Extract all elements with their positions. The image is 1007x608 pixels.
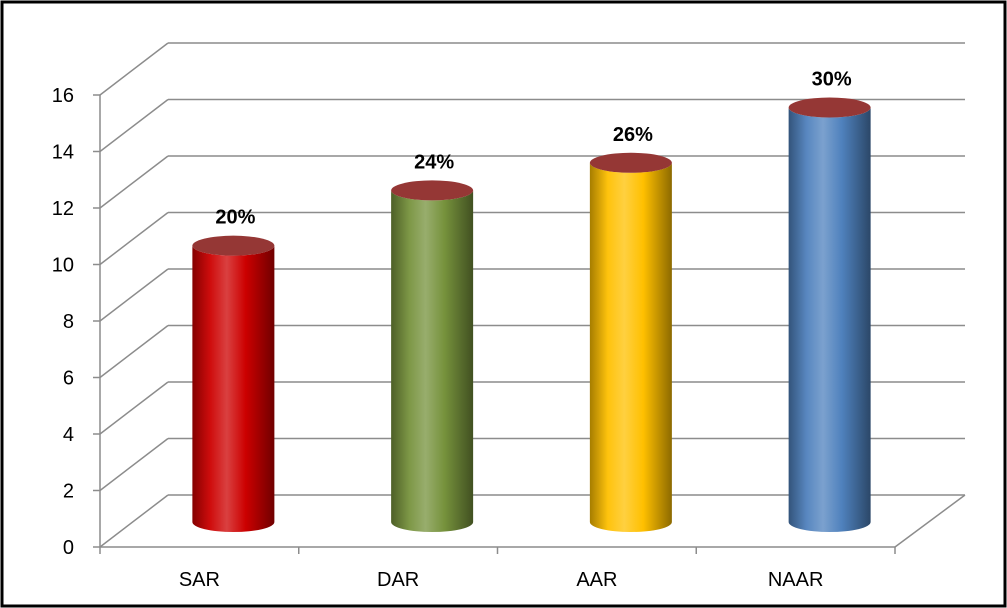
gridline-diagonal [99,324,169,379]
data-label: 30% [812,69,852,91]
bars [192,97,871,532]
x-tick-label: AAR [576,569,617,591]
gridline-diagonal [99,494,169,548]
data-label: 20% [215,207,255,229]
y-tick-label: 2 [63,481,74,503]
gridline-diagonal [99,98,169,153]
bar-aar [589,162,672,532]
y-tick-label: 6 [63,368,74,390]
y-tick-label: 14 [52,142,74,164]
labels: 0 2 4 6 8 10 12 14 16 20% SAR 24% DAR 26% AAR 30% NAAR [52,69,852,591]
x-tick-label: DAR [377,569,419,591]
x-tick-label: SAR [179,569,220,591]
bar-naar [788,107,871,532]
axes [93,94,966,554]
floor-right-edge [894,494,966,548]
gridline-diagonal [99,381,169,435]
y-tick-label: 12 [52,198,74,220]
gridline-diagonal [99,211,169,266]
bar-cap [788,97,871,118]
gridline-diagonal [99,268,169,322]
y-tick-label: 4 [63,424,74,446]
y-tick-label: 8 [63,311,74,333]
bar-cap [589,152,672,173]
gridline-diagonal [99,155,169,209]
data-label: 24% [414,151,454,173]
y-tick-label: 0 [63,537,74,559]
data-label: 26% [613,124,653,146]
gridline-diagonal [99,437,169,492]
bar-cap [192,235,275,256]
x-tick-label: NAAR [768,569,824,591]
y-tick-label: 16 [52,85,74,107]
bar-dar [391,190,474,532]
y-tick-label: 10 [52,255,74,277]
bar-cap [391,180,474,201]
bar-sar [192,245,275,532]
gridline-diagonal [99,42,169,96]
